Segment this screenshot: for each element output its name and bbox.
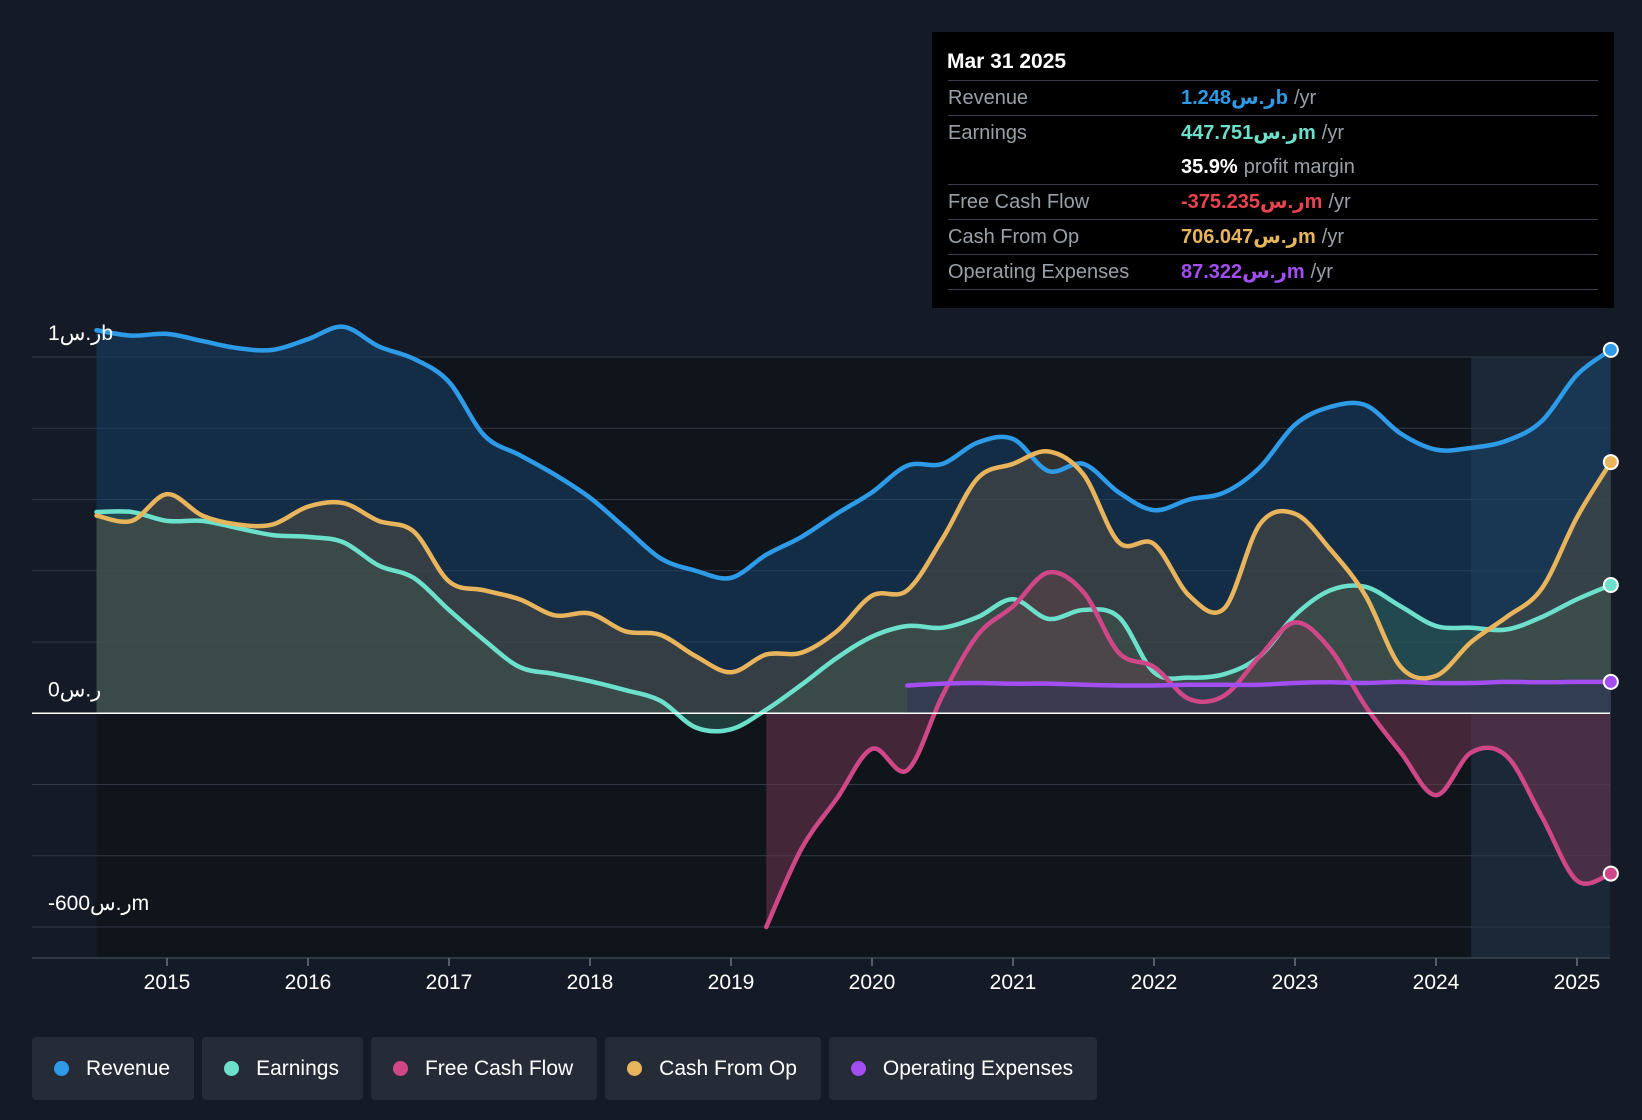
tooltip-row-value: 447.751ر.سm [1181, 122, 1316, 144]
x-tick-label: 2022 [1131, 971, 1178, 994]
tooltip-row-unit: /yr [1328, 191, 1351, 213]
legend-label: Free Cash Flow [424, 1056, 574, 1080]
tooltip-row-unit: profit margin [1243, 156, 1355, 178]
legend-dot-icon [392, 1061, 408, 1076]
operating-expenses-end-marker [1602, 673, 1619, 690]
tooltip-panel: Mar 31 2025 Revenue 1.248ر.سb/yr Earnings 4… [932, 32, 1614, 308]
tooltip-row-unit: /yr [1321, 122, 1344, 144]
tooltip-row-unit: /yr [1321, 226, 1344, 248]
tooltip-row-value: -375.235ر.سm [1181, 191, 1323, 213]
x-tick-label: 2021 [990, 971, 1037, 994]
tooltip-row: 35.9% profit margin [948, 150, 1598, 184]
tooltip-row-label: Cash From Op [948, 226, 1080, 248]
series-lines [94, 324, 1614, 930]
x-tick-label: 2018 [567, 971, 614, 994]
tooltip-row-value: 1.248ر.سb [1181, 87, 1288, 109]
legend-label: Revenue [86, 1056, 171, 1080]
tooltip-row-value: 87.322ر.سm [1181, 261, 1305, 283]
x-tick-label: 2015 [144, 971, 191, 994]
legend-item-operating-expenses[interactable]: Operating Expenses [828, 1037, 1098, 1100]
legend: Revenue Earnings Free Cash Flow Cash From O… [32, 1037, 1098, 1100]
legend-label: Operating Expenses [882, 1056, 1074, 1080]
cash-from-op-line [94, 448, 1614, 681]
legend-item-earnings[interactable]: Earnings [202, 1037, 363, 1100]
operating-expenses-line [905, 679, 1614, 688]
tooltip-row-label: Revenue [948, 87, 1029, 109]
cash-from-op-end-marker [1602, 454, 1619, 471]
legend-dot-icon [850, 1061, 866, 1076]
free-cash-flow-end-marker [1602, 865, 1619, 882]
tooltip-row-label [948, 150, 1181, 184]
legend-dot-icon [54, 1061, 69, 1076]
tooltip-rows: Revenue 1.248ر.سb/yr Earnings 447.751ر.سm/y… [948, 80, 1598, 289]
operating-expenses-area [907, 681, 1611, 714]
tooltip-row-unit: /yr [1293, 87, 1317, 109]
legend-item-revenue[interactable]: Revenue [32, 1037, 195, 1100]
end-markers [1602, 341, 1619, 882]
x-tick-label: 2017 [426, 971, 473, 994]
tooltip-date: Mar 31 2025 [947, 50, 1067, 73]
tooltip-row-label: Free Cash Flow [948, 191, 1090, 213]
tooltip-row: Cash From Op 706.047ر.سm/yr [948, 219, 1598, 254]
legend-label: Earnings [256, 1056, 339, 1080]
y-tick-label: 1ر.سb [48, 322, 113, 346]
tooltip-row: Earnings 447.751ر.سm/yr [948, 115, 1598, 150]
legend-item-free-cash-flow[interactable]: Free Cash Flow [370, 1037, 598, 1100]
axes: 2015 2016 2017 2018 2019 2020 2021 2022 2023 2024… [32, 322, 1610, 994]
y-tick-label: -600ر.سm [48, 892, 149, 916]
tooltip-row-unit: /yr [1310, 261, 1333, 283]
revenue-end-marker [1602, 341, 1619, 358]
x-tick-label: 2019 [708, 971, 755, 994]
tooltip-row-value: 706.047ر.سm [1181, 226, 1316, 248]
tooltip-row: Revenue 1.248ر.سb/yr [948, 80, 1598, 115]
y-tick-label: 0ر.س [48, 678, 101, 702]
revenue-line [94, 324, 1614, 581]
x-tick-label: 2024 [1413, 971, 1460, 994]
tooltip-row: Operating Expenses 87.322ر.سm/yr [948, 254, 1598, 289]
legend-item-cash-from-op[interactable]: Cash From Op [605, 1037, 821, 1100]
legend-label: Cash From Op [659, 1056, 797, 1080]
free-cash-flow-line [764, 569, 1614, 930]
tooltip-row-label: Earnings [948, 122, 1027, 144]
earnings-end-marker [1602, 577, 1619, 593]
tooltip-row: Free Cash Flow -375.235ر.سm/yr [948, 184, 1598, 219]
x-tick-label: 2023 [1272, 971, 1319, 994]
legend-dot-icon [224, 1061, 240, 1076]
tooltip-divider [948, 289, 1598, 291]
tooltip-row-label: Operating Expenses [948, 261, 1130, 283]
x-tick-label: 2025 [1554, 971, 1601, 994]
tooltip-row-value: 35.9% [1181, 156, 1238, 178]
x-tick-label: 2016 [285, 971, 332, 994]
x-tick-label: 2020 [849, 971, 896, 994]
legend-dot-icon [627, 1061, 643, 1076]
cash-from-op-area [96, 451, 1611, 714]
